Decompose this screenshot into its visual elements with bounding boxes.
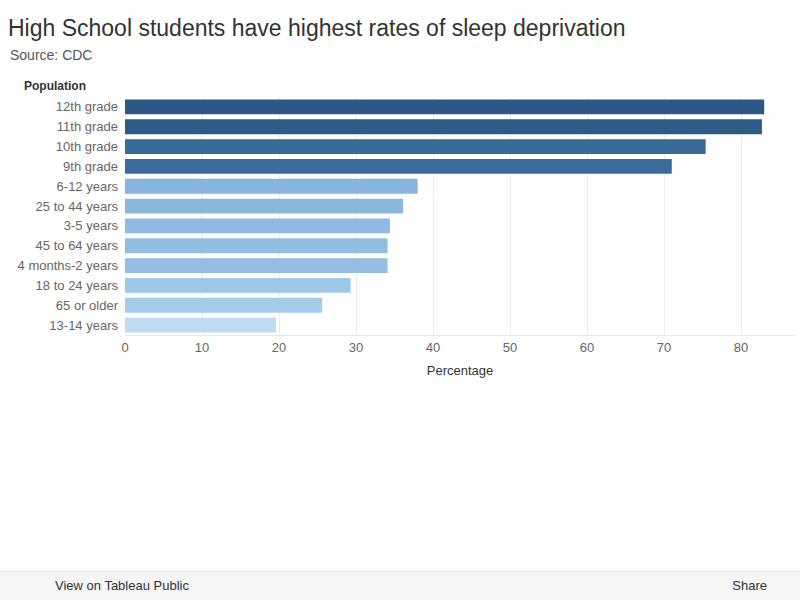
svg-text:50: 50 — [503, 340, 517, 355]
svg-text:6-12 years: 6-12 years — [57, 179, 119, 194]
html-text:View on Tableau Public: View on Tableau Public — [55, 578, 189, 593]
svg-text:Source: CDC: Source: CDC — [10, 47, 92, 63]
svg-text:Percentage: Percentage — [427, 363, 494, 378]
svg-text:0: 0 — [121, 340, 128, 355]
svg-text:11th grade: 11th grade — [57, 119, 118, 134]
svg-text:4 months-2 years: 4 months-2 years — [18, 258, 119, 273]
svg-text:20: 20 — [272, 340, 286, 355]
svg-text:10: 10 — [195, 340, 209, 355]
svg-text:9th grade: 9th grade — [63, 159, 118, 174]
svg-text:3-5 years: 3-5 years — [64, 218, 119, 233]
svg-text:10th grade: 10th grade — [56, 139, 118, 154]
svg-text:High School students have high: High School students have highest rates … — [8, 15, 626, 41]
svg-text:70: 70 — [657, 340, 671, 355]
svg-text:18 to 24 years: 18 to 24 years — [36, 278, 119, 293]
svg-text:40: 40 — [426, 340, 440, 355]
svg-text:12th grade: 12th grade — [56, 99, 118, 114]
svg-text:Population: Population — [24, 79, 86, 93]
svg-text:65 or older: 65 or older — [56, 298, 119, 313]
svg-text:30: 30 — [349, 340, 363, 355]
svg-text:13-14 years: 13-14 years — [49, 318, 118, 333]
svg-text:25 to 44 years: 25 to 44 years — [36, 199, 119, 214]
svg-text:45 to 64 years: 45 to 64 years — [36, 238, 119, 253]
svg-text:80: 80 — [734, 340, 748, 355]
svg-text:60: 60 — [580, 340, 594, 355]
html-text:Share: Share — [732, 578, 767, 593]
